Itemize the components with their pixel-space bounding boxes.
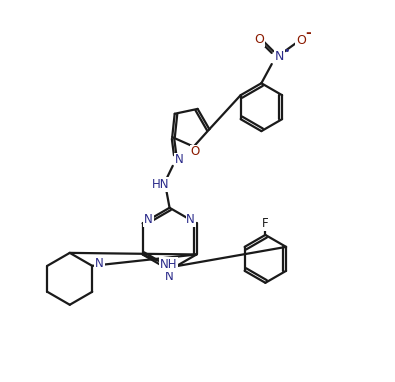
Text: N: N <box>95 257 104 270</box>
Text: N: N <box>144 214 153 227</box>
Text: O: O <box>296 34 306 47</box>
Text: N: N <box>275 50 284 63</box>
Text: F: F <box>262 217 269 230</box>
Text: O: O <box>191 145 200 159</box>
Text: -: - <box>306 26 311 40</box>
Text: N: N <box>186 214 195 227</box>
Text: N: N <box>165 270 174 283</box>
Text: N: N <box>175 153 184 167</box>
Text: HN: HN <box>152 178 169 191</box>
Text: O: O <box>254 33 264 46</box>
Text: •: • <box>283 46 290 56</box>
Text: NH: NH <box>160 258 177 271</box>
